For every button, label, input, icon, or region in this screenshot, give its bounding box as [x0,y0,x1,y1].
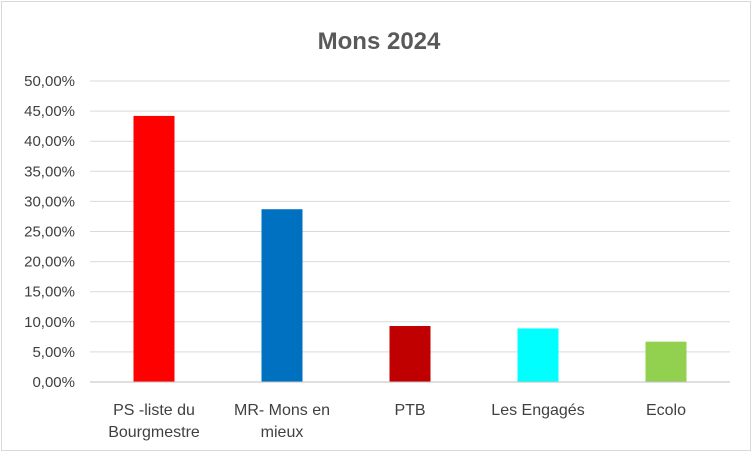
y-tick-label: 40,00% [24,133,75,150]
y-axis: 0,00% 5,00% 10,00% 15,00% 20,00% 25,00% 30,00%… [24,73,75,391]
y-tick-label: 45,00% [24,103,75,120]
y-tick-label: 0,00% [32,374,75,391]
gridlines [90,80,730,353]
chart-title: Mons 2024 [318,28,441,55]
x-tick-label: Les Engagés [491,402,584,419]
y-tick-label: 15,00% [24,284,75,301]
bar [133,115,175,382]
x-tick-label: PTB [394,402,425,419]
bars [133,115,687,382]
x-tick-label: Ecolo [646,402,686,419]
bar [389,326,431,382]
bar [645,341,687,382]
y-tick-label: 30,00% [24,193,75,210]
bar [261,209,303,382]
y-tick-label: 35,00% [24,163,75,180]
y-tick-label: 10,00% [24,314,75,331]
y-tick-label: 25,00% [24,224,75,241]
x-tick-label: MR- Mons en [234,402,330,419]
x-tick-label: mieux [261,424,304,441]
x-axis: PS -liste du Bourgmestre MR- Mons en mieux P… [90,381,730,441]
y-tick-label: 20,00% [24,254,75,271]
y-tick-label: 50,00% [24,73,75,90]
bar [517,328,559,382]
y-tick-label: 5,00% [32,344,75,361]
x-tick-label: Bourgmestre [108,424,200,441]
x-tick-label: PS -liste du [113,402,195,419]
